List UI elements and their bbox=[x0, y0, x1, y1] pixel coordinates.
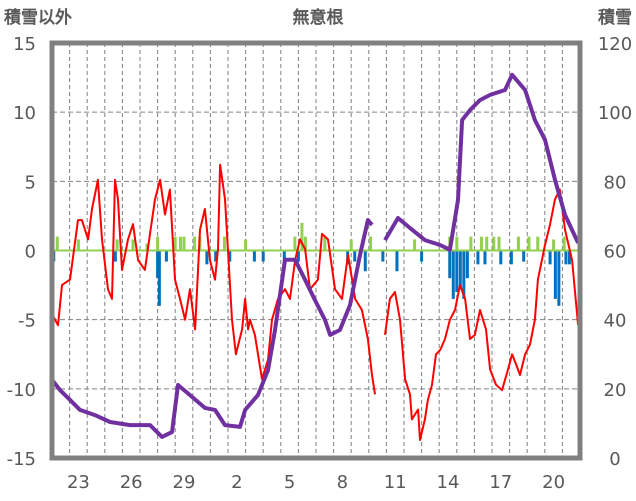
blue-bar bbox=[395, 250, 399, 272]
green-bar bbox=[178, 236, 182, 251]
right-tick-label: 100 bbox=[598, 103, 632, 124]
green-bar bbox=[527, 236, 531, 251]
green-bar bbox=[552, 239, 556, 251]
x-tick-label: 26 bbox=[120, 472, 143, 493]
green-bar bbox=[485, 236, 489, 251]
green-bar bbox=[182, 236, 186, 251]
blue-bar bbox=[381, 250, 385, 262]
blue-bar bbox=[157, 250, 161, 306]
right-tick-label: 20 bbox=[604, 380, 627, 401]
blue-bar bbox=[522, 250, 526, 262]
blue-bar bbox=[252, 250, 256, 262]
green-bar bbox=[173, 236, 177, 251]
green-bar bbox=[516, 236, 520, 251]
green-bar bbox=[131, 239, 135, 251]
right-tick-label: 80 bbox=[604, 172, 627, 193]
right-tick-label: 120 bbox=[598, 34, 632, 55]
left-tick-label: -5 bbox=[18, 311, 36, 332]
left-tick-label: -15 bbox=[7, 449, 36, 470]
bars bbox=[52, 222, 580, 306]
green-bar bbox=[300, 222, 304, 251]
left-tick-label: 10 bbox=[13, 103, 36, 124]
blue-bar bbox=[455, 250, 459, 292]
blue-bar bbox=[448, 250, 452, 279]
green-bar bbox=[369, 236, 373, 251]
blue-bar bbox=[228, 250, 232, 262]
green-bar bbox=[293, 236, 297, 251]
green-bar bbox=[303, 236, 307, 251]
blue-bar bbox=[113, 250, 117, 262]
blue-bar bbox=[553, 250, 557, 299]
left-tick-label: 0 bbox=[25, 242, 36, 263]
green-bar bbox=[323, 236, 327, 251]
green-bar bbox=[562, 236, 566, 251]
blue-bar bbox=[353, 250, 357, 262]
right-tick-label: 60 bbox=[604, 242, 627, 263]
left-tick-label: 15 bbox=[13, 34, 36, 55]
blue-bar bbox=[451, 250, 455, 299]
left-axis-label: 積雪以外 bbox=[4, 7, 72, 28]
green-bar bbox=[115, 239, 119, 251]
green-bar bbox=[76, 239, 80, 251]
blue-bar bbox=[548, 250, 552, 265]
blue-bar bbox=[282, 250, 286, 265]
x-tick-label: 11 bbox=[384, 472, 407, 493]
right-tick-label: 0 bbox=[609, 449, 620, 470]
green-bar bbox=[193, 236, 197, 251]
chart-title: 無意根 bbox=[293, 7, 344, 28]
green-bar bbox=[497, 236, 501, 251]
right-axis-label: 積雪 bbox=[598, 7, 632, 28]
blue-bar bbox=[164, 250, 168, 262]
x-tick-label: 5 bbox=[284, 472, 295, 493]
plot-frame bbox=[49, 40, 583, 461]
blue-bar bbox=[156, 250, 160, 279]
green-bar bbox=[349, 239, 353, 251]
left-tick-label: 5 bbox=[25, 172, 36, 193]
blue-bar bbox=[483, 250, 487, 265]
green-bar bbox=[413, 239, 417, 251]
right-tick-label: 40 bbox=[604, 311, 627, 332]
lines bbox=[50, 72, 580, 441]
x-tick-label: 23 bbox=[67, 472, 90, 493]
x-tick-label: 14 bbox=[437, 472, 460, 493]
temperature-line bbox=[51, 163, 580, 441]
blue-bar bbox=[420, 250, 424, 262]
blue-bar bbox=[261, 250, 265, 262]
green-bar bbox=[145, 243, 149, 251]
blue-bar bbox=[509, 250, 513, 265]
blue-bar bbox=[205, 250, 209, 265]
blue-bar bbox=[363, 250, 367, 272]
green-bar bbox=[156, 236, 160, 251]
green-bar bbox=[469, 236, 473, 251]
ticks: 15 10 5 0 -5 -10 -15 120 100 80 60 40 20 0 23 26 29 2 5 8 11… bbox=[7, 34, 633, 493]
blue-bar bbox=[567, 250, 571, 265]
green-bar bbox=[492, 236, 496, 251]
blue-bar bbox=[557, 250, 561, 306]
green-bar bbox=[55, 236, 59, 251]
blue-bar bbox=[465, 250, 469, 279]
x-tick-label: 2 bbox=[231, 472, 242, 493]
green-bar bbox=[536, 236, 540, 251]
blue-bar bbox=[296, 250, 300, 262]
blue-bar bbox=[476, 250, 480, 265]
blue-bar bbox=[458, 250, 462, 290]
blue-bar bbox=[214, 250, 218, 262]
left-tick-label: -10 bbox=[7, 380, 36, 401]
x-tick-label: 17 bbox=[489, 472, 512, 493]
x-tick-label: 8 bbox=[337, 472, 348, 493]
x-tick-label: 29 bbox=[173, 472, 196, 493]
blue-bar bbox=[462, 250, 466, 299]
green-bar bbox=[222, 236, 226, 251]
green-bar bbox=[455, 236, 459, 251]
blue-bar bbox=[564, 250, 568, 265]
green-bar bbox=[244, 239, 248, 251]
x-tick-label: 20 bbox=[542, 472, 565, 493]
snow-line bbox=[50, 72, 580, 439]
blue-bar bbox=[499, 250, 503, 265]
green-bar bbox=[479, 236, 483, 251]
